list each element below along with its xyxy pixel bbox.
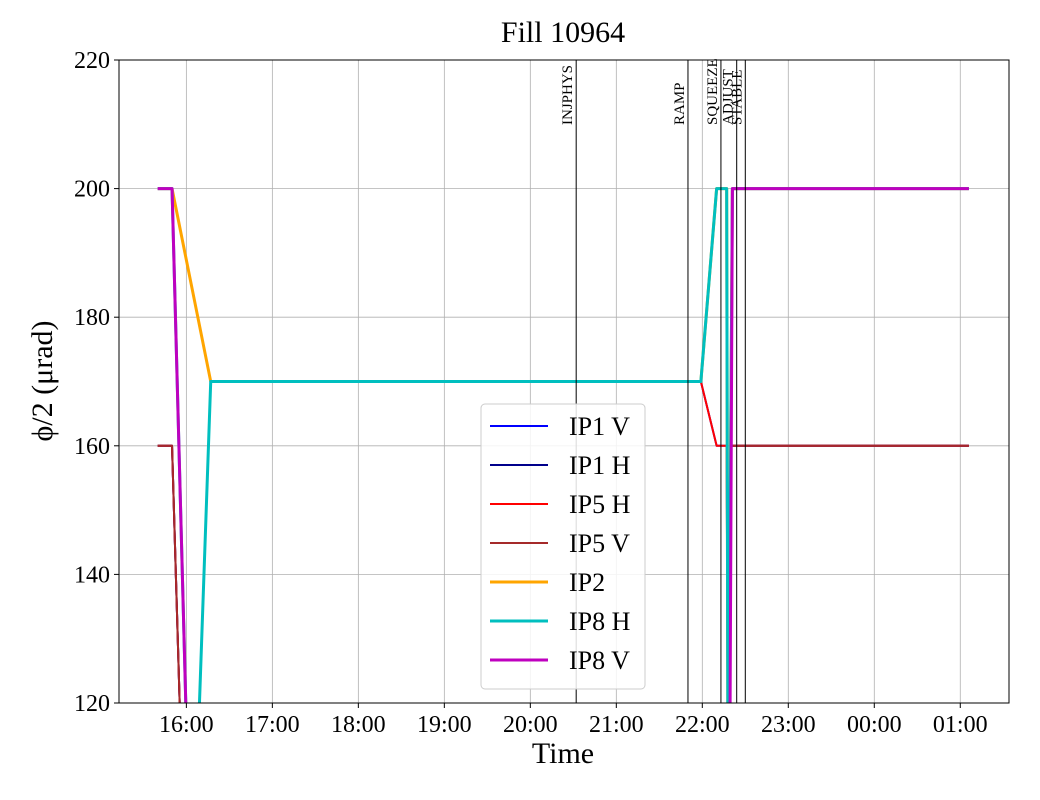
legend-label: IP1 V [569, 412, 630, 441]
y-tick-label: 200 [74, 177, 110, 203]
plot-frame [118, 59, 1010, 704]
legend-label: IP2 [569, 568, 605, 597]
legend-label: IP8 H [569, 607, 631, 636]
series-line [157, 444, 969, 703]
event-label: ADJUST [721, 69, 737, 125]
chart-title: Fill 10964 [501, 16, 625, 49]
legend-label: IP5 V [569, 529, 630, 558]
y-tick-label: 180 [74, 305, 110, 331]
plot-lines [157, 187, 969, 703]
series-line [157, 187, 969, 703]
legend-label: IP8 V [569, 646, 630, 675]
y-tick-label: 160 [74, 434, 110, 460]
y-tick-label: 120 [74, 691, 110, 717]
y-axis-label: ϕ/2 (μrad) [26, 321, 59, 442]
ticks: 120 140 160 180 200 220 16:00 17:00 18:00 19:00 20… [74, 48, 988, 738]
y-tick-label: 220 [74, 48, 110, 74]
event-label: SQUEEZE [705, 58, 721, 125]
legend: IP1 V IP1 H IP5 H IP5 V IP2 IP8 H IP8 V [480, 403, 646, 690]
x-tick-label: 19:00 [417, 712, 472, 738]
legend-box [480, 403, 646, 690]
x-tick-label: 16:00 [159, 712, 214, 738]
x-tick-label: 00:00 [847, 712, 902, 738]
legend-label: IP1 H [569, 451, 631, 480]
event-label: RAMP [672, 82, 688, 125]
y-tick-label: 140 [74, 562, 110, 588]
x-tick-label: 21:00 [589, 712, 644, 738]
x-axis-label: Time [532, 737, 594, 770]
x-tick-label: 01:00 [933, 712, 988, 738]
event-label: STABLE [729, 70, 745, 125]
x-tick-label: 17:00 [245, 712, 300, 738]
x-tick-label: 18:00 [331, 712, 386, 738]
x-tick-label: 23:00 [761, 712, 816, 738]
x-tick-label: 22:00 [675, 712, 730, 738]
legend-label: IP5 H [569, 490, 631, 519]
x-tick-label: 20:00 [503, 712, 558, 738]
event-label: INJPHYS [560, 65, 576, 125]
